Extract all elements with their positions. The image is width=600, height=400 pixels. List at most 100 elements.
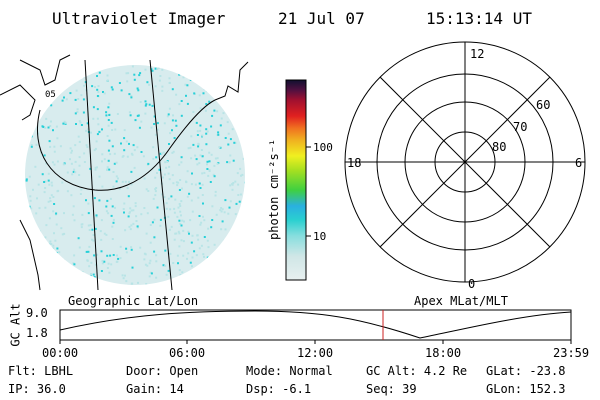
mlat-label-60: 60 bbox=[536, 98, 550, 112]
aurora-pixel bbox=[177, 206, 180, 209]
aurora-pixel bbox=[111, 205, 114, 208]
aurora-pixel bbox=[221, 220, 224, 223]
aurora-pixel bbox=[197, 280, 200, 283]
aurora-pixel bbox=[98, 130, 101, 133]
aurora-pixel bbox=[184, 74, 187, 76]
aurora-pixel bbox=[201, 172, 204, 175]
aurora-pixel bbox=[146, 81, 149, 84]
latitude-line bbox=[36, 99, 216, 191]
aurora-pixel bbox=[236, 172, 239, 175]
colorbar-tick-100: 100 bbox=[313, 141, 333, 154]
aurora-pixel bbox=[31, 276, 34, 279]
aurora-pixel bbox=[43, 154, 46, 157]
aurora-pixel bbox=[227, 212, 230, 215]
aurora-pixel bbox=[132, 144, 135, 147]
aurora-pixel bbox=[130, 209, 133, 212]
aurora-pixel bbox=[70, 276, 72, 279]
aurora-pixel bbox=[151, 69, 154, 72]
aurora-pixel bbox=[155, 187, 158, 189]
aurora-pixel bbox=[156, 128, 159, 131]
aurora-pixel bbox=[156, 68, 159, 70]
aurora-pixel bbox=[220, 210, 223, 213]
aurora-pixel bbox=[218, 146, 221, 149]
aurora-pixel bbox=[51, 68, 54, 71]
aurora-pixel bbox=[155, 156, 158, 159]
aurora-pixel bbox=[172, 262, 175, 264]
aurora-pixel bbox=[96, 253, 99, 256]
aurora-pixel bbox=[92, 234, 95, 236]
aurora-pixel bbox=[228, 77, 231, 80]
aurora-pixel bbox=[100, 250, 103, 253]
aurora-pixel bbox=[159, 75, 162, 77]
aurora-pixel bbox=[190, 241, 193, 244]
aurora-pixel bbox=[77, 98, 80, 100]
info-mode: Mode: Normal bbox=[246, 364, 333, 378]
aurora-pixel bbox=[203, 88, 206, 91]
aurora-pixel bbox=[113, 162, 116, 165]
aurora-pixel bbox=[178, 219, 181, 222]
aurora-pixel bbox=[221, 208, 224, 211]
aurora-pixel bbox=[48, 65, 51, 68]
aurora-pixel bbox=[195, 68, 198, 71]
aurora-pixel bbox=[153, 218, 156, 221]
aurora-pixel bbox=[101, 153, 104, 156]
aurora-pixel bbox=[211, 205, 214, 208]
aurora-pixel bbox=[128, 211, 131, 214]
aurora-pixel bbox=[71, 149, 73, 152]
aurora-pixel bbox=[47, 172, 50, 175]
aurora-pixel bbox=[52, 244, 55, 247]
aurora-pixel bbox=[203, 171, 206, 174]
aurora-pixel bbox=[119, 257, 122, 260]
aurora-pixel bbox=[117, 177, 119, 180]
aurora-pixel bbox=[137, 281, 139, 284]
aurora-pixel bbox=[189, 146, 192, 149]
aurora-pixel bbox=[85, 279, 88, 282]
aurora-pixel bbox=[106, 79, 109, 82]
aurora-pixel bbox=[216, 272, 219, 275]
aurora-pixel bbox=[175, 93, 178, 96]
aurora-pixel bbox=[229, 138, 232, 141]
aurora-pixel bbox=[232, 72, 235, 75]
aurora-pixel bbox=[146, 264, 149, 267]
aurora-pixel bbox=[52, 129, 54, 132]
aurora-pixel bbox=[241, 173, 244, 176]
info-glon: GLon: 152.3 bbox=[486, 382, 566, 396]
aurora-pixel bbox=[167, 172, 170, 175]
aurora-pixel bbox=[180, 200, 183, 203]
aurora-pixel bbox=[98, 175, 101, 178]
aurora-pixel bbox=[50, 261, 53, 264]
aurora-pixel bbox=[153, 115, 156, 118]
aurora-pixel bbox=[210, 226, 213, 229]
aurora-pixel bbox=[105, 111, 108, 114]
aurora-pixel bbox=[212, 68, 215, 71]
aurora-pixel bbox=[45, 162, 48, 165]
aurora-pixel bbox=[198, 182, 201, 185]
aurora-pixel bbox=[189, 79, 192, 81]
aurora-pixel bbox=[48, 217, 51, 220]
aurora-pixel bbox=[158, 65, 161, 68]
aurora-pixel bbox=[179, 179, 182, 181]
aurora-pixel bbox=[106, 267, 109, 269]
aurora-pixel bbox=[45, 224, 48, 227]
aurora-pixel bbox=[199, 187, 202, 189]
aurora-pixel bbox=[197, 143, 200, 146]
aurora-pixel bbox=[199, 284, 202, 285]
aurora-pixel bbox=[161, 85, 164, 88]
colorbar-tick-10: 10 bbox=[313, 230, 326, 243]
aurora-pixel bbox=[154, 67, 157, 70]
aurora-pixel bbox=[223, 83, 225, 85]
aurora-pixel bbox=[154, 194, 157, 197]
aurora-pixel bbox=[234, 229, 236, 232]
mlat-label-80: 80 bbox=[492, 140, 506, 154]
info-dsp: Dsp: -6.1 bbox=[246, 382, 312, 396]
aurora-pixel bbox=[81, 271, 84, 273]
aurora-pixel bbox=[166, 115, 169, 118]
aurora-pixel bbox=[212, 173, 215, 176]
aurora-pixel bbox=[66, 270, 68, 273]
aurora-pixel bbox=[229, 154, 232, 157]
info-flt: Flt: LBHL bbox=[8, 364, 74, 378]
aurora-pixel bbox=[205, 90, 208, 93]
aurora-pixel bbox=[139, 101, 142, 103]
aurora-pixel bbox=[201, 194, 204, 196]
aurora-pixel bbox=[62, 163, 65, 166]
